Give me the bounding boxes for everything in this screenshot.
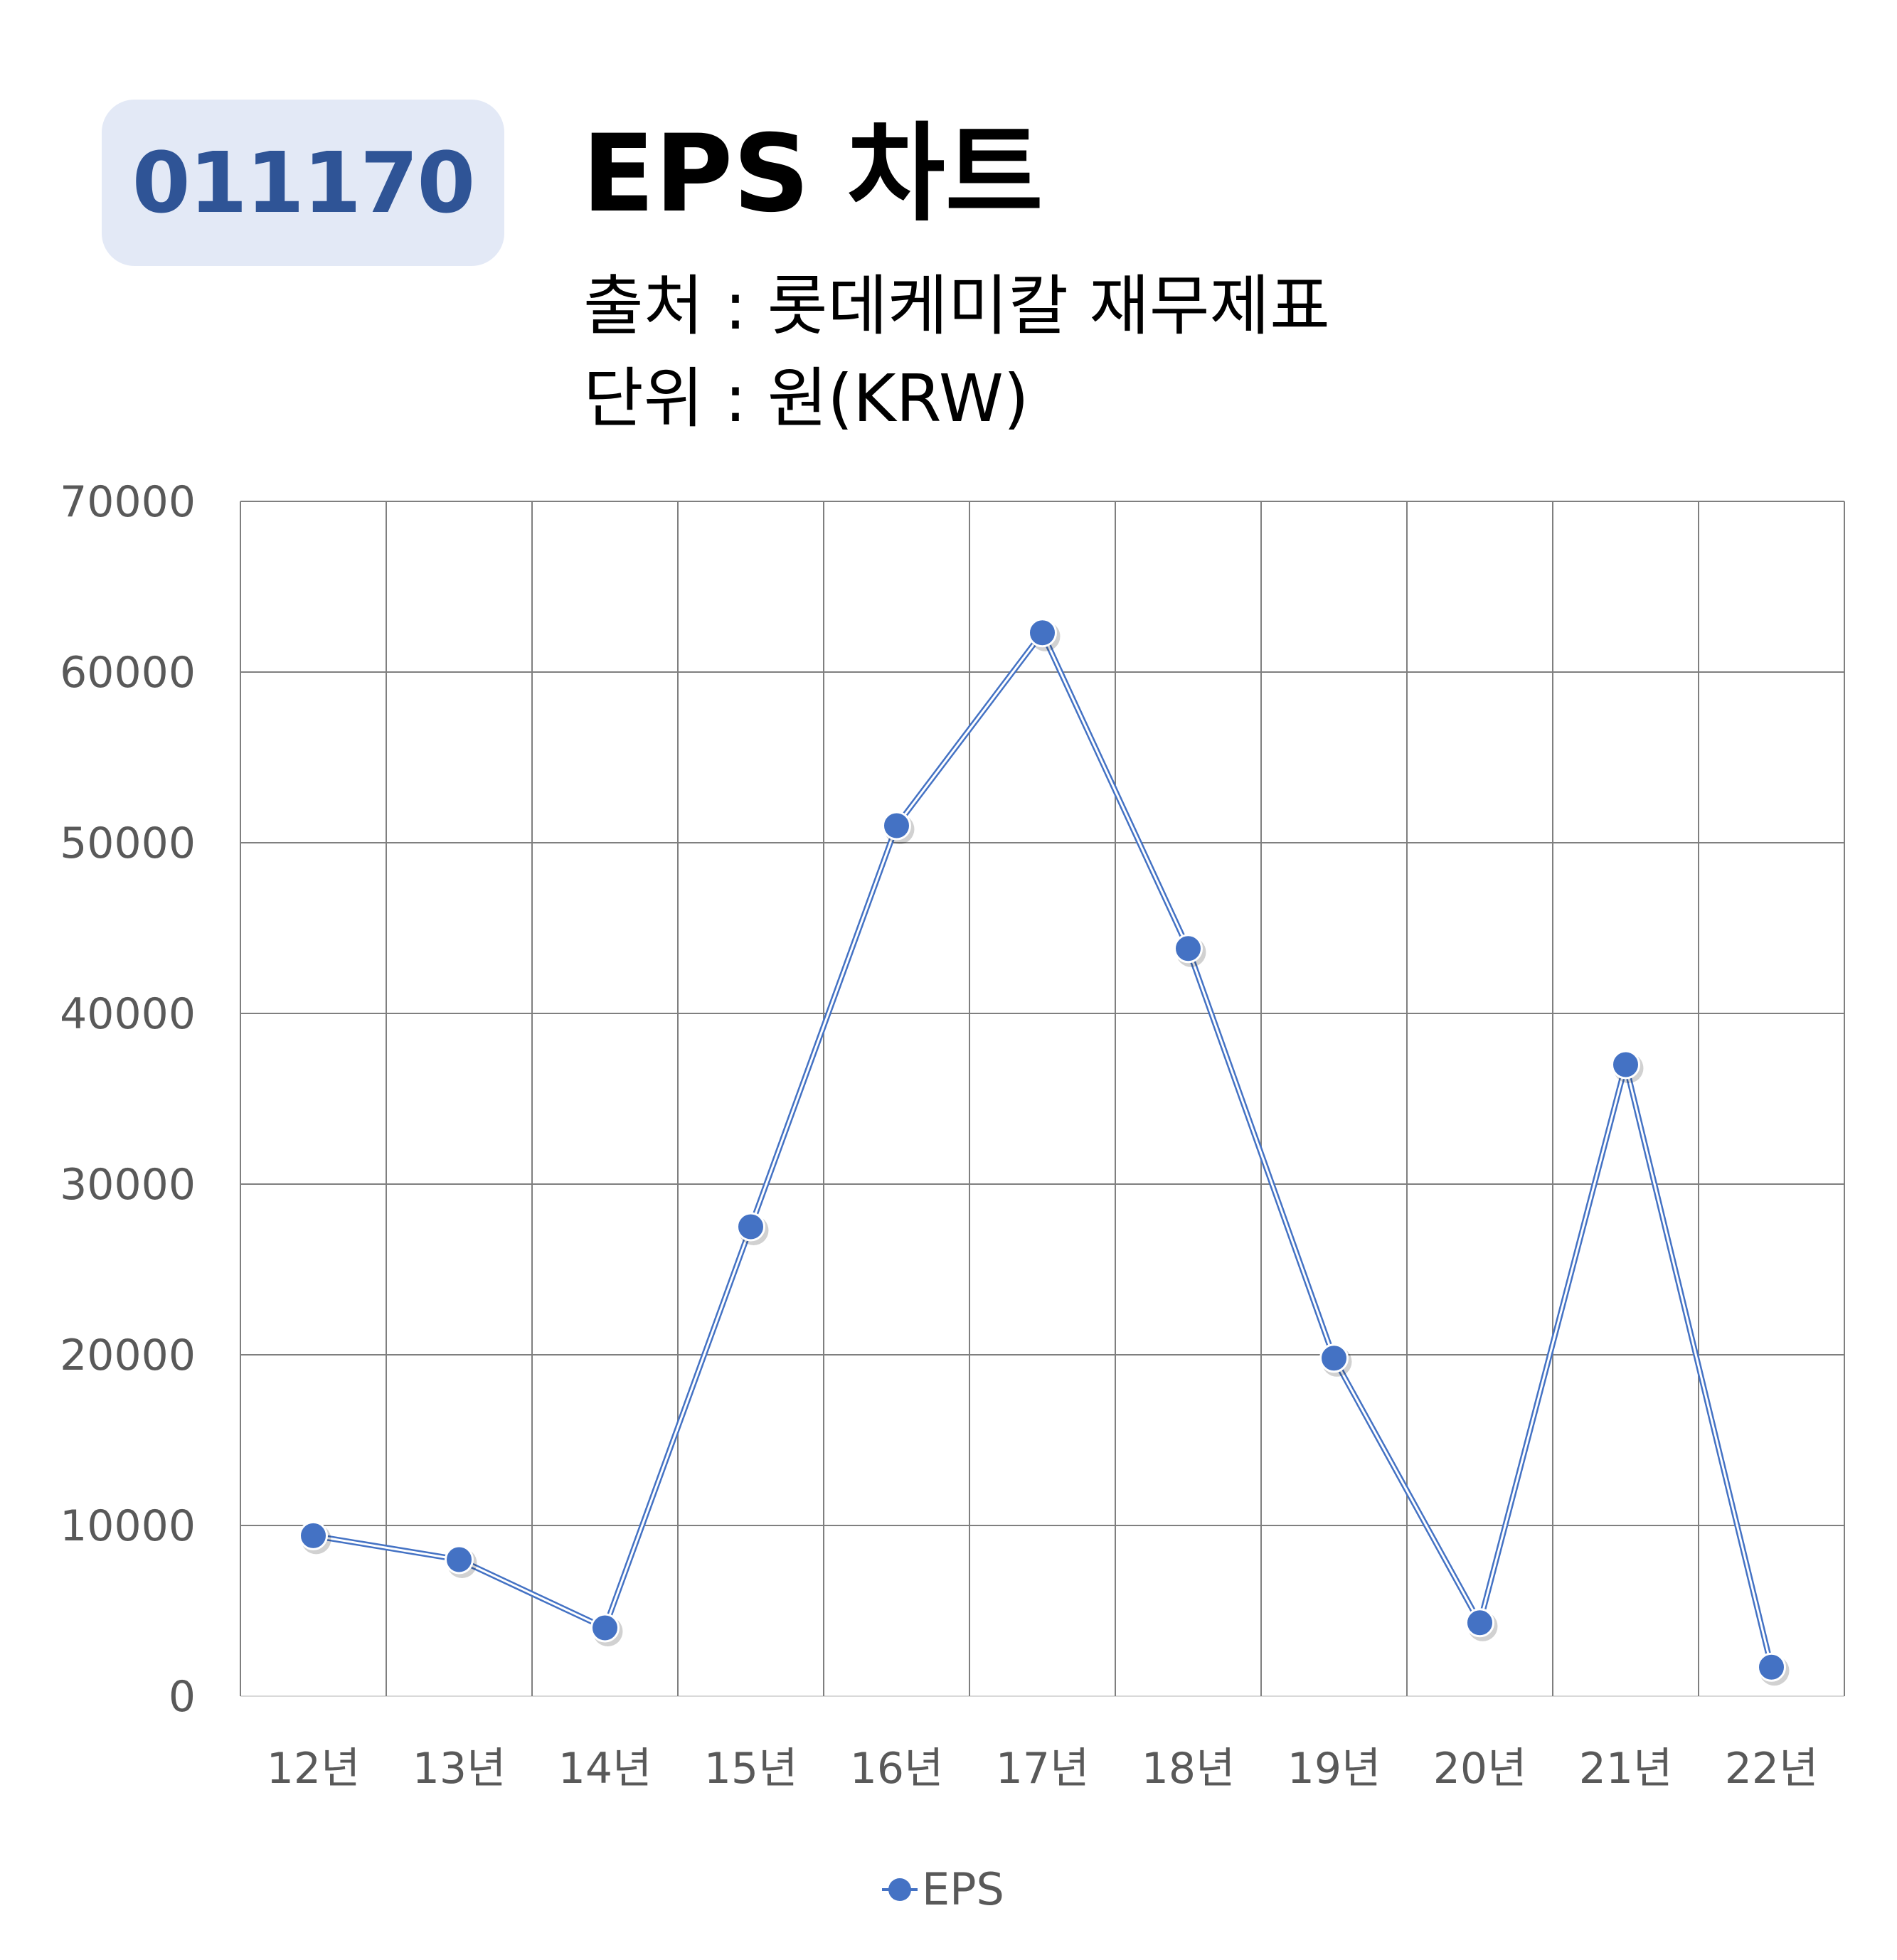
y-tick-label: 40000	[60, 989, 196, 1039]
chart-legend: EPS	[882, 1863, 1004, 1915]
x-tick-label: 15년	[704, 1744, 798, 1794]
legend-label: EPS	[922, 1863, 1004, 1915]
y-tick-label: 0	[169, 1672, 196, 1722]
x-tick-label: 13년	[413, 1744, 506, 1794]
y-tick-label: 30000	[60, 1160, 196, 1210]
stock-code: 011170	[132, 134, 476, 232]
y-axis-labels: 0 10000 20000 30000 40000 50000 60000 70000	[60, 477, 196, 1722]
y-tick-label: 70000	[60, 477, 196, 527]
stock-code-badge: 011170	[102, 100, 504, 266]
x-tick-label: 17년	[996, 1744, 1090, 1794]
data-point	[1757, 1652, 1786, 1682]
data-point	[736, 1212, 765, 1242]
data-point	[1319, 1343, 1349, 1373]
x-tick-label: 14년	[558, 1744, 652, 1794]
data-point	[299, 1520, 328, 1550]
legend-marker-icon	[882, 1872, 918, 1907]
x-tick-label: 19년	[1287, 1744, 1381, 1794]
source-text: 출처 : 롯데케미칼 재무제표	[583, 268, 1330, 344]
data-point	[1028, 618, 1057, 648]
data-point	[882, 811, 911, 841]
data-point	[1174, 934, 1203, 964]
unit-text: 단위 : 원(KRW)	[583, 361, 1029, 437]
data-point	[590, 1613, 620, 1643]
data-point	[445, 1545, 474, 1575]
x-tick-label: 12년	[267, 1744, 361, 1794]
x-tick-label: 16년	[850, 1744, 944, 1794]
x-axis-labels: 12년 13년 14년 15년 16년 17년 18년 19년 20년 21년 22년	[267, 1744, 1819, 1794]
x-tick-label: 21년	[1579, 1744, 1673, 1794]
eps-series	[299, 618, 1790, 1686]
chart-grid	[240, 501, 1845, 1697]
data-point	[1465, 1608, 1494, 1638]
y-tick-label: 20000	[60, 1331, 196, 1380]
chart-title: EPS 차트	[582, 112, 1043, 236]
data-point	[1611, 1050, 1640, 1080]
y-tick-label: 50000	[60, 819, 196, 868]
y-tick-label: 60000	[60, 648, 196, 698]
x-tick-label: 22년	[1725, 1744, 1819, 1794]
y-tick-label: 10000	[60, 1501, 196, 1551]
x-tick-label: 20년	[1433, 1744, 1527, 1794]
x-tick-label: 18년	[1142, 1744, 1236, 1794]
